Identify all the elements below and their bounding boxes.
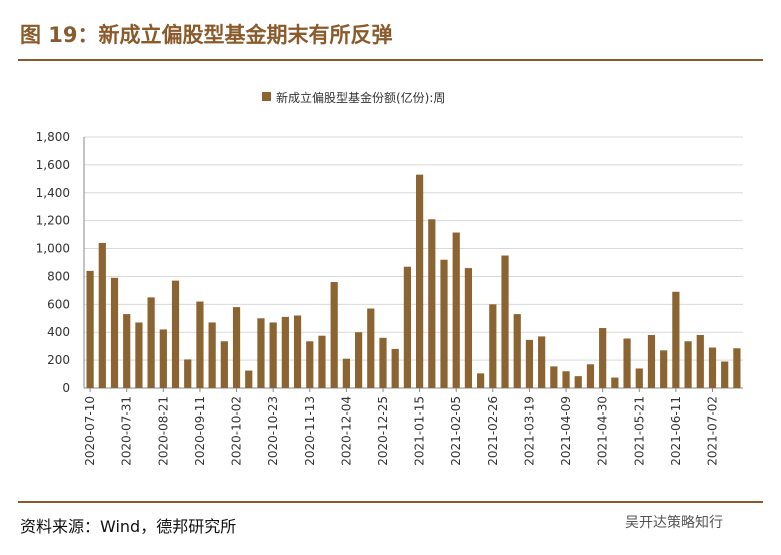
- x-tick-label: 2021-04-30: [596, 396, 610, 466]
- x-tick-label: 2021-02-05: [449, 396, 463, 466]
- bar: [281, 316, 289, 388]
- bar: [672, 291, 680, 388]
- x-tick-label: 2020-07-31: [120, 396, 134, 466]
- bar: [293, 315, 302, 388]
- legend-swatch: [262, 92, 271, 101]
- y-tick-label: 800: [47, 269, 70, 283]
- bar: [562, 371, 570, 388]
- bar: [123, 314, 131, 388]
- y-tick-label: 600: [47, 297, 70, 311]
- bar: [721, 361, 729, 388]
- x-tick-label: 2021-03-19: [522, 396, 536, 466]
- y-tick-label: 1,000: [36, 242, 70, 256]
- y-tick-label: 400: [47, 325, 70, 339]
- watermark: 吴开达策略知行: [625, 514, 723, 531]
- bar: [586, 364, 595, 388]
- bar: [660, 350, 668, 388]
- bar: [477, 373, 485, 388]
- bar: [257, 318, 265, 388]
- x-tick-label: 2020-10-02: [230, 396, 244, 466]
- bar: [684, 341, 692, 388]
- bar: [306, 341, 314, 388]
- bar: [623, 338, 631, 388]
- bar: [599, 328, 607, 388]
- bar: [501, 255, 509, 388]
- bar: [232, 307, 241, 388]
- x-tick-label: 2020-10-23: [266, 396, 280, 466]
- bar: [196, 301, 204, 388]
- bar: [733, 348, 741, 388]
- bar: [208, 322, 216, 388]
- x-tick-label: 2020-12-25: [376, 396, 390, 466]
- bar: [440, 259, 448, 388]
- bar: [245, 370, 253, 388]
- bar: [696, 335, 704, 388]
- source: 资料来源：Wind，德邦研究所: [20, 517, 236, 536]
- x-tick-label: 2021-06-11: [669, 396, 683, 466]
- bar: [342, 358, 350, 388]
- bar: [318, 335, 326, 388]
- bar: [708, 347, 717, 388]
- bar: [416, 174, 424, 388]
- bar: [538, 336, 546, 388]
- bar: [110, 277, 119, 388]
- bar: [611, 377, 619, 388]
- x-tick-label: 2021-05-21: [632, 396, 646, 466]
- bar: [379, 337, 387, 388]
- bar: [489, 304, 497, 388]
- x-tick-label: 2020-09-11: [193, 396, 207, 466]
- bar: [525, 339, 534, 388]
- bar: [428, 219, 436, 388]
- x-tick-label: 2021-04-09: [559, 396, 573, 466]
- y-tick-label: 1,800: [36, 130, 70, 144]
- bar: [403, 266, 411, 388]
- bar: [647, 335, 656, 388]
- y-tick-label: 0: [62, 381, 70, 395]
- y-tick-label: 1,600: [36, 158, 70, 172]
- bar: [159, 329, 167, 388]
- bar: [550, 366, 558, 388]
- bar: [220, 341, 228, 388]
- x-tick-label: 2021-02-26: [486, 396, 500, 466]
- y-tick-label: 1,400: [36, 186, 70, 200]
- bar: [367, 308, 375, 388]
- bar: [574, 376, 582, 388]
- bar: [147, 297, 155, 388]
- page-title: 图 19：新成立偏股型基金期末有所反弹: [20, 23, 393, 47]
- bar: [330, 282, 338, 388]
- bar: [635, 368, 643, 388]
- bar: [452, 232, 460, 388]
- bar: [86, 270, 94, 388]
- bar: [354, 332, 363, 388]
- x-tick-label: 2020-07-10: [83, 396, 97, 466]
- x-tick-label: 2021-01-15: [413, 396, 427, 466]
- bar: [464, 268, 473, 388]
- bar: [269, 322, 277, 388]
- bar: [391, 348, 399, 388]
- bar: [135, 322, 143, 388]
- y-tick-label: 200: [47, 353, 70, 367]
- bar: [513, 314, 521, 388]
- x-tick-label: 2021-07-02: [705, 396, 719, 466]
- bar: [184, 359, 192, 388]
- x-tick-label: 2020-12-04: [339, 396, 353, 466]
- bar: [171, 280, 180, 388]
- x-tick-label: 2020-11-13: [303, 396, 317, 466]
- legend-label: 新成立偏股型基金份额(亿份):周: [276, 90, 445, 105]
- bar: [98, 242, 106, 388]
- x-tick-label: 2020-08-21: [156, 396, 170, 466]
- y-tick-label: 1,200: [36, 214, 70, 228]
